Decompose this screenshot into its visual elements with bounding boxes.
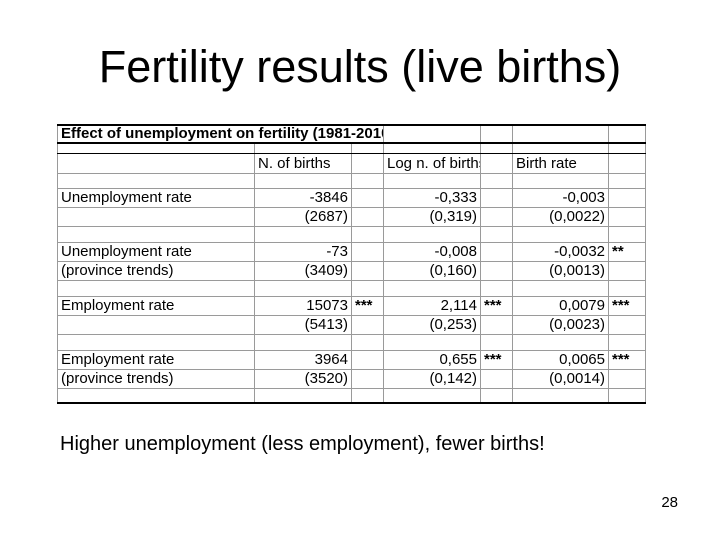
col-header-birth-rate: Birth rate [512,153,609,175]
empty-cell [480,124,513,144]
coef-row: Employment rate 3964 0,655 *** 0,0065 **… [57,350,646,371]
coef-cell: 0,0079 [512,296,609,317]
se-row: (5413) (0,253) (0,0023) [57,315,646,336]
se-cell: (0,253) [383,315,481,336]
stars-cell [351,242,384,263]
empty-cell [608,153,646,175]
row-sublabel: (province trends) [57,369,255,390]
se-cell: (3409) [254,261,352,282]
empty-cell [512,124,609,144]
se-row: (province trends) (3520) (0,142) (0,0014… [57,369,646,390]
stars-cell [351,188,384,209]
stars-cell: *** [480,350,513,371]
se-cell: (0,0023) [512,315,609,336]
empty-cell [383,124,481,144]
empty-cell [608,315,646,336]
se-cell: (0,0022) [512,207,609,228]
se-cell: (0,160) [383,261,481,282]
coef-row: Unemployment rate -3846 -0,333 -0,003 [57,188,646,209]
empty-cell [351,315,384,336]
empty-cell [480,369,513,390]
table-title: Effect of unemployment on fertility (198… [57,124,384,144]
coef-cell: -0,0032 [512,242,609,263]
spacer-row [57,280,646,298]
empty-cell [480,315,513,336]
empty-cell [608,261,646,282]
row-label: Employment rate [57,296,255,317]
coef-cell: -0,333 [383,188,481,209]
coef-cell: 2,114 [383,296,481,317]
row-label: Unemployment rate [57,188,255,209]
se-cell: (0,142) [383,369,481,390]
empty-cell [351,153,384,175]
spacer-row [57,334,646,352]
row-sublabel [57,315,255,336]
row-sublabel: (province trends) [57,261,255,282]
se-row: (province trends) (3409) (0,160) (0,0013… [57,261,646,282]
stars-cell: *** [608,296,646,317]
stars-cell [608,188,646,209]
empty-cell [608,124,646,144]
results-table: Effect of unemployment on fertility (198… [57,124,646,404]
page-title: Fertility results (live births) [98,41,622,92]
coef-cell: 0,655 [383,350,481,371]
row-label: Unemployment rate [57,242,255,263]
empty-cell [480,207,513,228]
coef-cell: -73 [254,242,352,263]
stars-cell: *** [480,296,513,317]
se-cell: (5413) [254,315,352,336]
col-header-n-births: N. of births [254,153,352,175]
coef-cell: -0,008 [383,242,481,263]
se-cell: (0,0013) [512,261,609,282]
row-sublabel [57,207,255,228]
conclusion-note: Higher unemployment (less employment), f… [60,433,545,455]
coef-row: Unemployment rate -73 -0,008 -0,0032 ** [57,242,646,263]
se-cell: (2687) [254,207,352,228]
empty-cell [57,153,255,175]
stars-cell: *** [351,296,384,317]
empty-cell [480,153,513,175]
coef-cell: 3964 [254,350,352,371]
column-header-row: N. of births Log n. of births Birth rate [57,153,646,175]
stars-cell: *** [608,350,646,371]
se-cell: (3520) [254,369,352,390]
table-title-row: Effect of unemployment on fertility (198… [57,124,646,144]
spacer-row [57,226,646,244]
spacer-row [57,142,646,155]
coef-cell: 0,0065 [512,350,609,371]
spacer-row [57,173,646,190]
empty-cell [608,207,646,228]
se-cell: (0,319) [383,207,481,228]
stars-cell [480,188,513,209]
col-header-log-births: Log n. of births [383,153,481,175]
stars-cell: ** [608,242,646,263]
coef-cell: -0,003 [512,188,609,209]
stars-cell [480,242,513,263]
empty-cell [351,369,384,390]
empty-cell [480,261,513,282]
page-number: 28 [661,494,678,511]
empty-cell [351,261,384,282]
se-row: (2687) (0,319) (0,0022) [57,207,646,228]
row-label: Employment rate [57,350,255,371]
coef-cell: -3846 [254,188,352,209]
empty-cell [351,207,384,228]
spacer-row [57,388,646,404]
coef-cell: 15073 [254,296,352,317]
empty-cell [608,369,646,390]
stars-cell [351,350,384,371]
se-cell: (0,0014) [512,369,609,390]
coef-row: Employment rate 15073 *** 2,114 *** 0,00… [57,296,646,317]
